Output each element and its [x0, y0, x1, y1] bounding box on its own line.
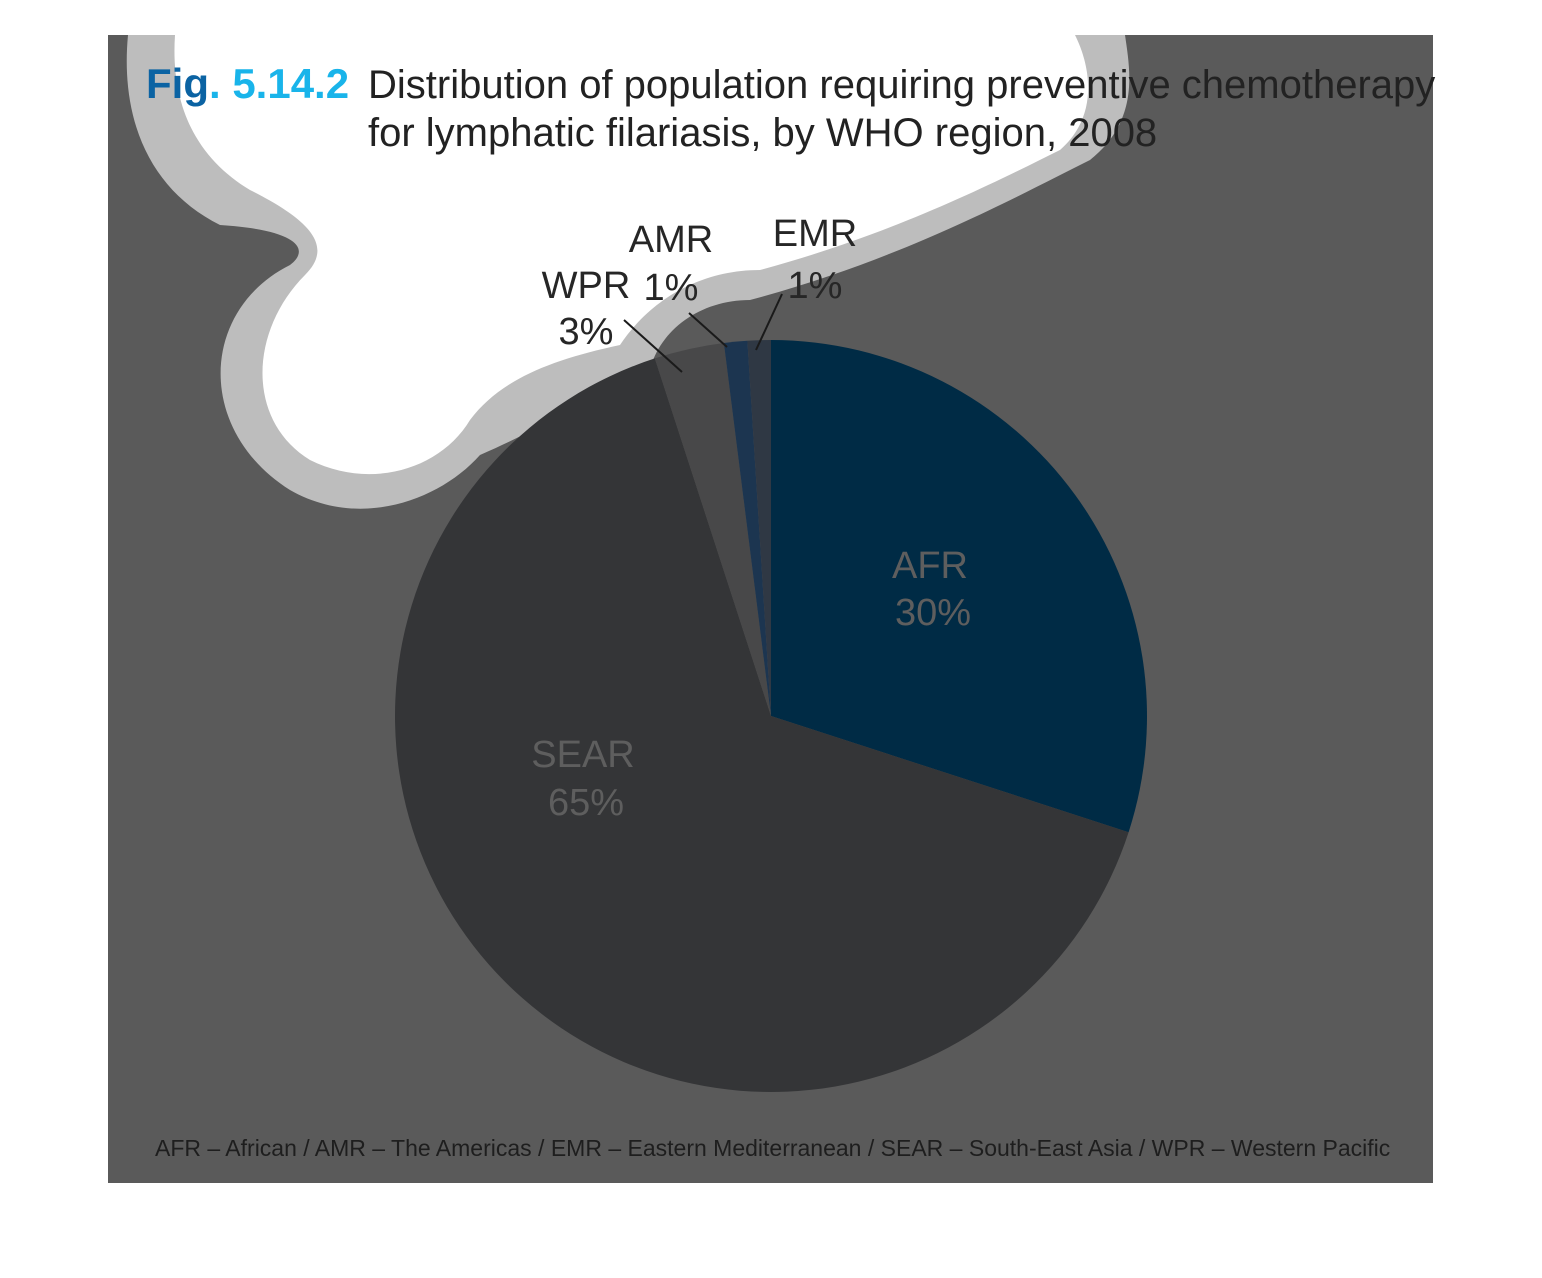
- slice-value-sear: 65%: [548, 782, 624, 824]
- pie-slice-sear: [395, 358, 1129, 1092]
- slice-label-amr: AMR: [629, 219, 713, 261]
- slice-label-emr: EMR: [773, 213, 857, 255]
- figure-number: Fig. 5.14.2: [146, 60, 349, 107]
- slice-value-wpr: 3%: [559, 311, 614, 353]
- slice-value-afr: 30%: [895, 592, 971, 634]
- figure-title-line2: for lymphatic filariasis, by WHO region,…: [368, 111, 1157, 155]
- amr-leader-line: [688, 312, 728, 348]
- wpr-leader-line: [623, 319, 683, 373]
- slice-label-sear: SEAR: [531, 734, 634, 776]
- slice-value-amr: 1%: [644, 267, 699, 309]
- pie-slice-wpr: [654, 342, 771, 716]
- pie-slice-amr: [723, 340, 771, 716]
- pie-chart: [395, 340, 1148, 1092]
- pie-slice-afr: [771, 340, 1148, 833]
- pie-slice-emr: [747, 340, 771, 716]
- slice-label-afr: AFR: [892, 545, 968, 587]
- title-blob: [174, 35, 1089, 475]
- slice-value-emr: 1%: [788, 265, 843, 307]
- figure-title-line1: Distribution of population requiring pre…: [368, 63, 1435, 107]
- slice-label-wpr: WPR: [542, 265, 631, 307]
- footnote: AFR – African / AMR – The Americas / EMR…: [155, 1135, 1390, 1161]
- emr-leader-line: [755, 293, 783, 351]
